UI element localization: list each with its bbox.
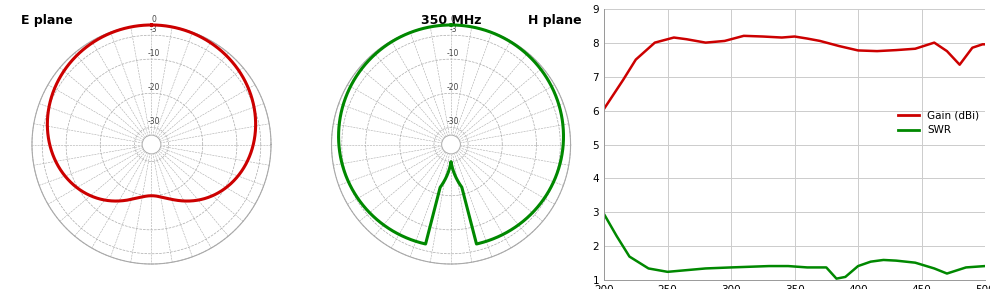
SWR <box>782 264 794 268</box>
Text: H plane: H plane <box>528 14 581 27</box>
Line: Gain (dBi): Gain (dBi) <box>604 36 985 109</box>
Gain (dBi) <box>979 42 990 46</box>
SWR <box>598 212 610 216</box>
Gain (dBi) <box>852 49 864 52</box>
Gain (dBi) <box>801 37 813 40</box>
Gain (dBi) <box>871 49 883 53</box>
SWR <box>865 260 877 263</box>
Circle shape <box>143 135 161 154</box>
Text: -10: -10 <box>447 49 459 58</box>
SWR <box>960 266 972 269</box>
Text: -20: -20 <box>148 83 159 92</box>
Gain (dBi) <box>630 58 642 61</box>
Gain (dBi) <box>756 35 768 38</box>
SWR <box>821 266 833 269</box>
SWR <box>624 255 636 258</box>
SWR <box>725 266 737 269</box>
Gain (dBi) <box>789 35 801 38</box>
SWR <box>840 275 851 279</box>
Text: -30: -30 <box>148 117 160 126</box>
SWR <box>831 277 842 280</box>
Circle shape <box>442 135 460 154</box>
Gain (dBi) <box>890 48 902 52</box>
SWR <box>877 258 889 262</box>
SWR <box>763 264 775 268</box>
SWR <box>611 234 623 238</box>
Text: -3: -3 <box>149 25 157 34</box>
Text: -30: -30 <box>446 117 459 126</box>
Gain (dBi) <box>833 44 844 48</box>
Gain (dBi) <box>976 42 988 46</box>
Text: 350 MHz: 350 MHz <box>421 14 481 27</box>
SWR <box>979 264 990 268</box>
Gain (dBi) <box>738 34 749 38</box>
Gain (dBi) <box>941 49 953 53</box>
SWR <box>700 267 712 270</box>
SWR <box>909 261 921 264</box>
SWR <box>941 272 953 275</box>
SWR <box>890 259 902 262</box>
Text: -3: -3 <box>449 25 457 34</box>
Gain (dBi) <box>700 41 712 45</box>
Line: SWR: SWR <box>604 214 985 279</box>
Gain (dBi) <box>953 63 965 66</box>
Text: -20: -20 <box>447 83 459 92</box>
Gain (dBi) <box>668 36 680 39</box>
Text: 0: 0 <box>151 15 156 24</box>
Gain (dBi) <box>598 107 610 111</box>
SWR <box>744 265 756 268</box>
Gain (dBi) <box>814 39 826 43</box>
Gain (dBi) <box>909 47 921 51</box>
SWR <box>681 268 693 272</box>
Gain (dBi) <box>681 38 693 41</box>
SWR <box>929 267 940 270</box>
SWR <box>801 266 813 269</box>
Gain (dBi) <box>929 41 940 45</box>
Text: -10: -10 <box>148 49 159 58</box>
Gain (dBi) <box>776 36 788 39</box>
SWR <box>661 270 673 274</box>
Gain (dBi) <box>966 46 978 49</box>
Gain (dBi) <box>617 78 629 82</box>
Gain (dBi) <box>719 39 731 43</box>
Text: E plane: E plane <box>21 14 73 27</box>
Gain (dBi) <box>648 41 660 45</box>
Legend: Gain (dBi), SWR: Gain (dBi), SWR <box>894 106 984 140</box>
SWR <box>852 264 864 268</box>
Text: 0: 0 <box>450 15 455 24</box>
SWR <box>643 267 654 270</box>
